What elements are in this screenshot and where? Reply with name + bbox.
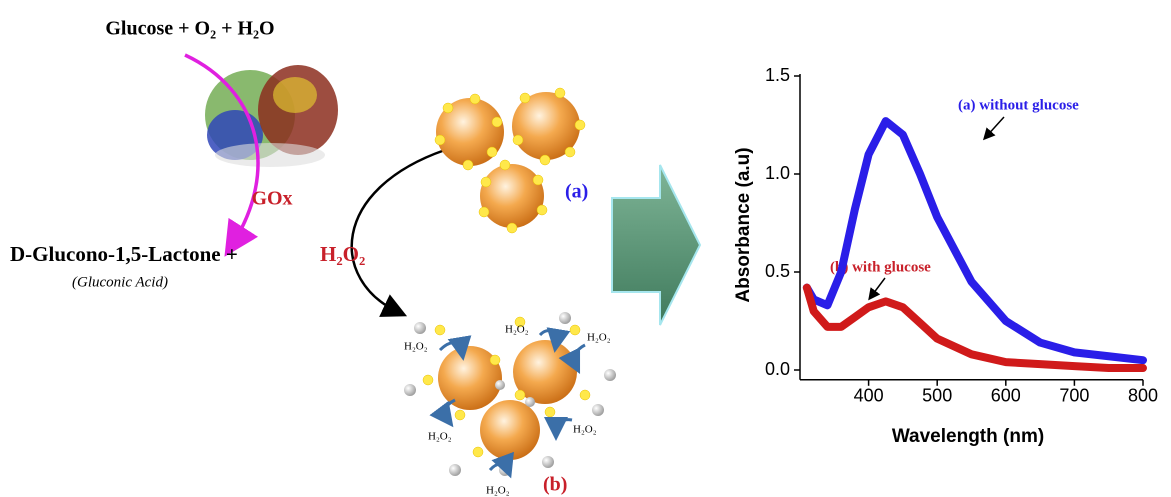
aggregation-arrow [352,150,445,312]
h2o2-label: H₂O₂ [505,324,529,336]
x-axis-title: Wavelength (nm) [892,426,1044,447]
y-tick-label: 0.5 [765,261,790,281]
y-tick-label: 1.0 [765,163,790,183]
h2o2-label: H₂O₂ [404,341,428,353]
annotation-arrow [985,117,1004,138]
annotation-arrow [870,278,885,298]
h2o2-label: H₂O₂ [486,485,510,497]
peroxide-label: H₂O₂ [320,242,365,266]
x-tick-label: 800 [1128,386,1158,406]
series-a-annotation: (a) without glucose [958,97,1079,113]
series-line [807,121,1143,360]
x-tick-label: 600 [991,386,1021,406]
x-tick-label: 700 [1059,386,1089,406]
nanoparticles-dispersed [435,88,585,233]
h2o2-label: H₂O₂ [573,424,597,436]
process-arrow [612,165,700,325]
y-axis-title: Absorbance (a.u) [733,147,754,302]
y-tick-label: 0.0 [765,359,790,379]
state-b-label: (b) [543,474,567,496]
x-tick-label: 400 [854,386,884,406]
figure: Glucose + O₂ + H₂O GOx D-Glucono-1,5-Lac… [0,0,1171,497]
y-tick-label: 1.5 [765,65,790,85]
x-tick-label: 500 [922,386,952,406]
reaction-top: Glucose + O₂ + H₂O [105,18,274,40]
enzyme-label: GOx [251,188,292,210]
h2o2-label: H₂O₂ [428,431,452,443]
h2o2-label: H₂O₂ [587,332,611,344]
product-label: D-Glucono-1,5-Lactone + [10,242,238,266]
nanoparticles-aggregated [404,312,616,476]
product-note: (Gluconic Acid) [72,274,168,290]
state-a-label: (a) [565,181,588,203]
